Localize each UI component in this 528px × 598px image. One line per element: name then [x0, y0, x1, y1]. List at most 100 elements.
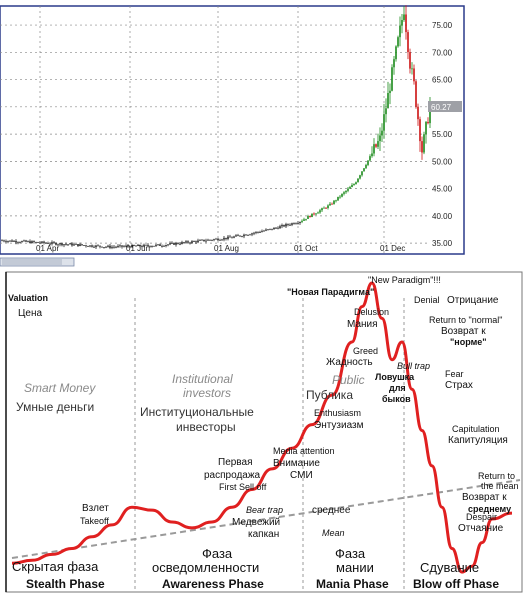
bull-trap-label-ru-2: для — [389, 383, 406, 393]
candle-body — [213, 239, 215, 241]
institutional-label-1: Institutional — [172, 372, 233, 386]
candle-body — [147, 244, 149, 246]
candle-body — [107, 245, 109, 247]
candle-body — [389, 90, 391, 94]
candle-body — [87, 246, 89, 247]
candle-body — [205, 240, 207, 242]
candle-body — [57, 244, 59, 246]
y-tick-label: 40.00 — [432, 212, 453, 221]
candle-body — [179, 243, 181, 245]
candle-body — [195, 241, 197, 243]
current-price-label: 60.27 — [431, 103, 452, 112]
candle-body — [207, 239, 209, 241]
candle-body — [423, 134, 425, 153]
return-normal-label-ru-1: Возврат к — [441, 326, 486, 337]
candle-body — [189, 242, 191, 244]
candle-body — [307, 216, 309, 219]
despair-label: Despair — [466, 512, 497, 522]
candle-body — [299, 221, 301, 224]
candle-body — [149, 245, 151, 247]
x-tick-label: 01 Apr — [36, 244, 59, 253]
candle-body — [125, 245, 127, 247]
candle-body — [43, 241, 45, 243]
valuation-label: Valuation — [8, 293, 48, 303]
candle-body — [115, 246, 117, 248]
media-label-ru-1: Внимание — [273, 458, 320, 469]
candle-body — [279, 226, 281, 229]
candle-body — [409, 52, 411, 69]
candle-body — [191, 241, 193, 243]
candle-body — [157, 244, 159, 246]
candle-body — [347, 188, 349, 191]
candle-body — [357, 178, 359, 183]
candle-body — [17, 242, 19, 244]
candle-body — [121, 245, 123, 247]
candle-body — [429, 104, 431, 124]
capitulation-label: Capitulation — [452, 424, 500, 434]
candle-body — [311, 213, 313, 218]
candle-body — [227, 236, 229, 239]
candle-body — [51, 242, 53, 244]
candle-body — [241, 236, 243, 238]
candle-body — [337, 196, 339, 201]
candle-body — [275, 227, 277, 229]
candle-body — [301, 220, 303, 222]
candle-body — [97, 245, 99, 247]
phase-blowoff-en: Blow off Phase — [413, 577, 499, 591]
fear-label: Fear — [445, 369, 464, 379]
candle-body — [269, 228, 271, 230]
candle-body — [365, 164, 367, 169]
candle-body — [419, 119, 421, 142]
candle-body — [139, 244, 141, 247]
candle-body — [251, 233, 253, 235]
y-tick-label: 45.00 — [432, 185, 453, 194]
x-tick-label: 01 Dec — [380, 244, 405, 253]
candle-body — [243, 234, 245, 237]
new-paradigm-label: "New Paradigm"!!! — [368, 275, 441, 285]
candle-body — [75, 244, 77, 245]
return-mean-label-ru-1: Возврат к — [462, 492, 507, 503]
candle-body — [217, 238, 219, 241]
candle-body — [257, 231, 259, 233]
candle-body — [193, 241, 195, 242]
candle-body — [65, 244, 67, 246]
candle-body — [181, 242, 183, 244]
candle-body — [59, 243, 61, 245]
candle-body — [425, 121, 427, 135]
candle-body — [361, 171, 363, 176]
candle-body — [19, 242, 21, 244]
candle-body — [393, 59, 395, 68]
price-plot-frame — [0, 5, 465, 255]
candle-body — [401, 20, 403, 26]
candle-body — [267, 229, 269, 231]
candle-body — [379, 135, 381, 142]
candle-body — [135, 245, 137, 247]
candle-body — [261, 231, 263, 233]
candle-body — [333, 200, 335, 204]
candle-body — [39, 242, 41, 244]
candle-body — [185, 241, 187, 243]
candle-body — [167, 244, 169, 246]
candle-body — [177, 242, 179, 244]
candle-body — [103, 247, 105, 248]
candle-body — [71, 243, 73, 246]
scrollbar-thumb[interactable] — [2, 259, 62, 265]
phase-awareness-en: Awareness Phase — [162, 577, 264, 591]
candle-body — [11, 240, 13, 242]
candle-body — [5, 241, 7, 243]
candle-body — [41, 241, 43, 243]
candle-body — [223, 237, 225, 240]
public-label-ru: Публика — [306, 388, 353, 402]
phase-mania-ru-2: мании — [336, 560, 374, 575]
candle-body — [371, 153, 373, 157]
first-sell-label-ru-1: Первая — [218, 457, 253, 468]
price-y-axis: 75.0070.0065.0060.0055.0050.0045.0040.00… — [432, 21, 453, 248]
candle-body — [277, 227, 279, 229]
candle-body — [331, 203, 333, 205]
candle-body — [305, 218, 307, 220]
candle-body — [395, 46, 397, 60]
takeoff-label-ru: Взлет — [82, 503, 109, 514]
candle-body — [221, 239, 223, 241]
valuation-label-ru: Цена — [18, 308, 42, 319]
candle-body — [315, 213, 317, 215]
